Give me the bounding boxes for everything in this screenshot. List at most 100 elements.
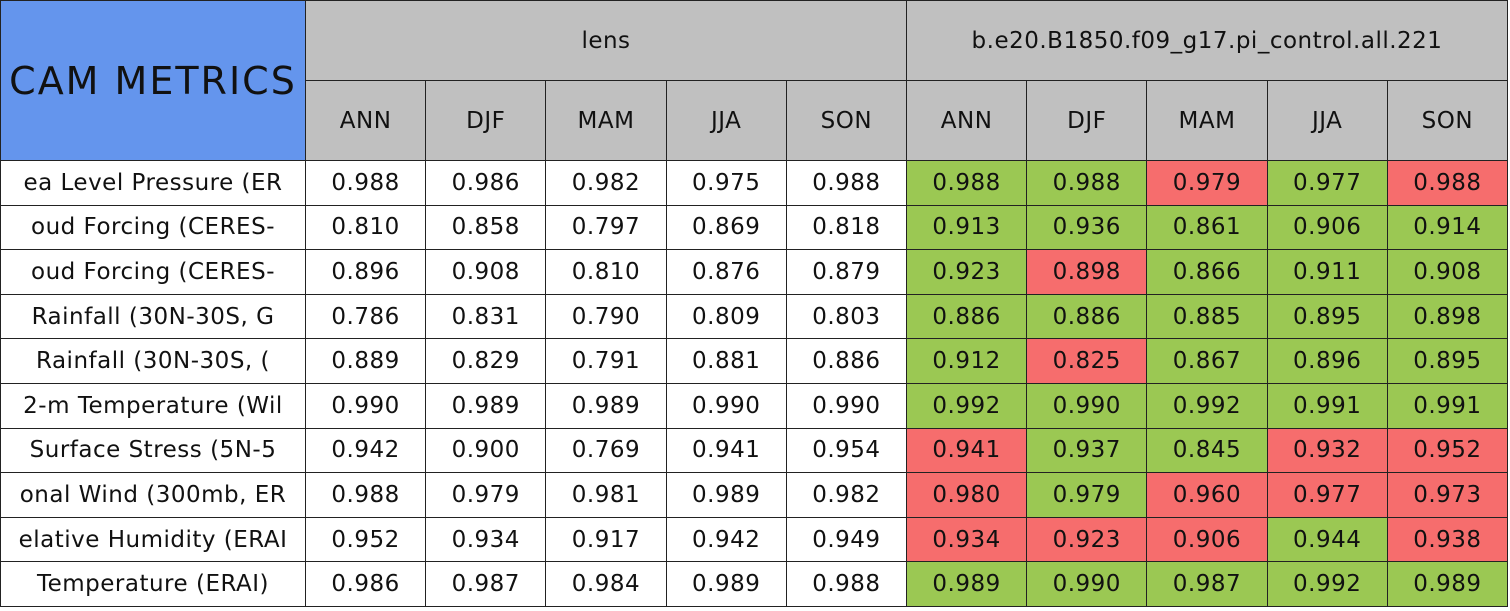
value-cell: 0.992 bbox=[1146, 383, 1268, 429]
value-cell: 0.769 bbox=[545, 427, 667, 474]
value-cell: 0.982 bbox=[785, 472, 907, 518]
season-header: ANN bbox=[906, 80, 1028, 161]
value-cell: 0.981 bbox=[545, 472, 667, 518]
value-cell: 0.977 bbox=[1266, 472, 1388, 518]
value-cell: 0.975 bbox=[665, 160, 787, 206]
value-cell: 0.896 bbox=[1266, 338, 1388, 384]
value-cell: 0.829 bbox=[425, 338, 547, 384]
value-cell: 0.900 bbox=[425, 427, 547, 474]
value-cell: 0.809 bbox=[665, 293, 787, 340]
value-cell: 0.913 bbox=[906, 204, 1028, 251]
value-cell: 0.881 bbox=[665, 338, 787, 384]
season-header: DJF bbox=[425, 80, 547, 161]
value-cell: 0.986 bbox=[305, 561, 427, 607]
value-cell: 0.988 bbox=[1386, 160, 1508, 206]
title-cell: CAM METRICS bbox=[0, 0, 306, 161]
value-cell: 0.932 bbox=[1266, 427, 1388, 474]
value-cell: 0.944 bbox=[1266, 516, 1388, 563]
value-cell: 0.934 bbox=[906, 516, 1028, 563]
value-cell: 0.952 bbox=[305, 516, 427, 563]
value-cell: 0.886 bbox=[1026, 293, 1148, 340]
value-cell: 0.986 bbox=[425, 160, 547, 206]
value-cell: 0.867 bbox=[1146, 338, 1268, 384]
value-cell: 0.803 bbox=[785, 293, 907, 340]
value-cell: 0.886 bbox=[785, 338, 907, 384]
value-cell: 0.949 bbox=[785, 516, 907, 563]
value-cell: 0.952 bbox=[1386, 427, 1508, 474]
value-cell: 0.831 bbox=[425, 293, 547, 340]
value-cell: 0.818 bbox=[785, 204, 907, 251]
value-cell: 0.990 bbox=[785, 383, 907, 429]
value-cell: 0.879 bbox=[785, 249, 907, 295]
value-cell: 0.979 bbox=[425, 472, 547, 518]
value-cell: 0.979 bbox=[1026, 472, 1148, 518]
row-label: onal Wind (300mb, ER bbox=[0, 472, 306, 518]
value-cell: 0.917 bbox=[545, 516, 667, 563]
value-cell: 0.989 bbox=[545, 383, 667, 429]
value-cell: 0.810 bbox=[305, 204, 427, 251]
season-header: MAM bbox=[545, 80, 667, 161]
row-label: Temperature (ERAI) bbox=[0, 561, 306, 607]
value-cell: 0.942 bbox=[665, 516, 787, 563]
value-cell: 0.825 bbox=[1026, 338, 1148, 384]
value-cell: 0.797 bbox=[545, 204, 667, 251]
value-cell: 0.960 bbox=[1146, 472, 1268, 518]
value-cell: 0.923 bbox=[906, 249, 1028, 295]
value-cell: 0.988 bbox=[906, 160, 1028, 206]
value-cell: 0.988 bbox=[305, 472, 427, 518]
value-cell: 0.989 bbox=[1386, 561, 1508, 607]
season-header: JJA bbox=[665, 80, 787, 161]
value-cell: 0.889 bbox=[305, 338, 427, 384]
value-cell: 0.908 bbox=[425, 249, 547, 295]
value-cell: 0.990 bbox=[1026, 561, 1148, 607]
season-header: MAM bbox=[1146, 80, 1268, 161]
value-cell: 0.914 bbox=[1386, 204, 1508, 251]
value-cell: 0.954 bbox=[785, 427, 907, 474]
value-cell: 0.984 bbox=[545, 561, 667, 607]
value-cell: 0.895 bbox=[1266, 293, 1388, 340]
row-label: Surface Stress (5N-5 bbox=[0, 427, 306, 474]
value-cell: 0.938 bbox=[1386, 516, 1508, 563]
value-cell: 0.988 bbox=[305, 160, 427, 206]
value-cell: 0.979 bbox=[1146, 160, 1268, 206]
value-cell: 0.937 bbox=[1026, 427, 1148, 474]
value-cell: 0.941 bbox=[665, 427, 787, 474]
value-cell: 0.786 bbox=[305, 293, 427, 340]
value-cell: 0.973 bbox=[1386, 472, 1508, 518]
value-cell: 0.980 bbox=[906, 472, 1028, 518]
row-label: Rainfall (30N-30S, G bbox=[0, 293, 306, 340]
value-cell: 0.876 bbox=[665, 249, 787, 295]
value-cell: 0.810 bbox=[545, 249, 667, 295]
season-header: SON bbox=[1386, 80, 1508, 161]
value-cell: 0.896 bbox=[305, 249, 427, 295]
value-cell: 0.990 bbox=[305, 383, 427, 429]
row-label: 2-m Temperature (Wil bbox=[0, 383, 306, 429]
value-cell: 0.989 bbox=[425, 383, 547, 429]
value-cell: 0.991 bbox=[1386, 383, 1508, 429]
value-cell: 0.858 bbox=[425, 204, 547, 251]
value-cell: 0.861 bbox=[1146, 204, 1268, 251]
value-cell: 0.898 bbox=[1026, 249, 1148, 295]
value-cell: 0.869 bbox=[665, 204, 787, 251]
value-cell: 0.898 bbox=[1386, 293, 1508, 340]
value-cell: 0.885 bbox=[1146, 293, 1268, 340]
value-cell: 0.934 bbox=[425, 516, 547, 563]
value-cell: 0.992 bbox=[906, 383, 1028, 429]
row-label: Rainfall (30N-30S, ( bbox=[0, 338, 306, 384]
value-cell: 0.990 bbox=[1026, 383, 1148, 429]
value-cell: 0.906 bbox=[1266, 204, 1388, 251]
value-cell: 0.912 bbox=[906, 338, 1028, 384]
row-label: oud Forcing (CERES- bbox=[0, 204, 306, 251]
value-cell: 0.989 bbox=[906, 561, 1028, 607]
value-cell: 0.941 bbox=[906, 427, 1028, 474]
value-cell: 0.866 bbox=[1146, 249, 1268, 295]
value-cell: 0.790 bbox=[545, 293, 667, 340]
row-label: oud Forcing (CERES- bbox=[0, 249, 306, 295]
value-cell: 0.989 bbox=[665, 472, 787, 518]
value-cell: 0.990 bbox=[665, 383, 787, 429]
value-cell: 0.923 bbox=[1026, 516, 1148, 563]
value-cell: 0.906 bbox=[1146, 516, 1268, 563]
value-cell: 0.989 bbox=[665, 561, 787, 607]
value-cell: 0.991 bbox=[1266, 383, 1388, 429]
